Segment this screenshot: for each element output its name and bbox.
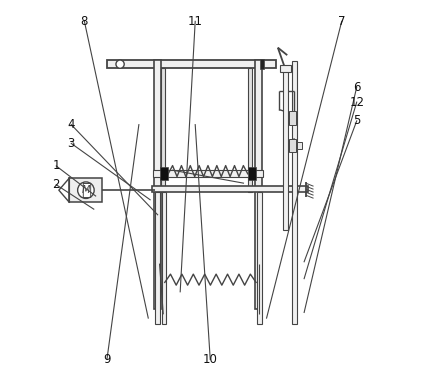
- Bar: [292, 61, 297, 324]
- Bar: [284, 68, 288, 230]
- Bar: [162, 192, 166, 324]
- Text: 3: 3: [68, 137, 75, 150]
- Bar: [255, 60, 262, 309]
- Bar: [248, 68, 252, 192]
- Text: 1: 1: [52, 159, 60, 172]
- Text: Ⓜ: Ⓜ: [81, 181, 91, 199]
- Bar: [154, 60, 161, 309]
- Bar: [280, 65, 291, 72]
- Text: 11: 11: [188, 15, 203, 28]
- Text: 12: 12: [349, 96, 364, 109]
- Bar: [155, 192, 159, 324]
- Bar: [159, 167, 168, 180]
- Bar: [153, 170, 263, 177]
- Bar: [248, 167, 256, 180]
- Bar: [289, 138, 296, 152]
- Bar: [107, 60, 276, 68]
- Bar: [152, 186, 308, 192]
- Bar: [257, 192, 262, 324]
- Text: 4: 4: [67, 118, 75, 131]
- Text: M: M: [82, 185, 90, 195]
- Text: 6: 6: [353, 81, 361, 93]
- Text: 2: 2: [52, 178, 60, 191]
- Text: 7: 7: [338, 15, 346, 28]
- Text: 9: 9: [103, 353, 111, 366]
- Bar: [70, 178, 102, 202]
- Circle shape: [116, 60, 124, 68]
- Bar: [161, 68, 165, 192]
- Circle shape: [78, 182, 94, 198]
- Text: 5: 5: [353, 114, 361, 127]
- Text: 10: 10: [203, 353, 218, 366]
- Bar: [289, 111, 296, 125]
- Bar: [297, 141, 302, 149]
- Bar: [260, 59, 264, 69]
- Text: 8: 8: [81, 15, 88, 28]
